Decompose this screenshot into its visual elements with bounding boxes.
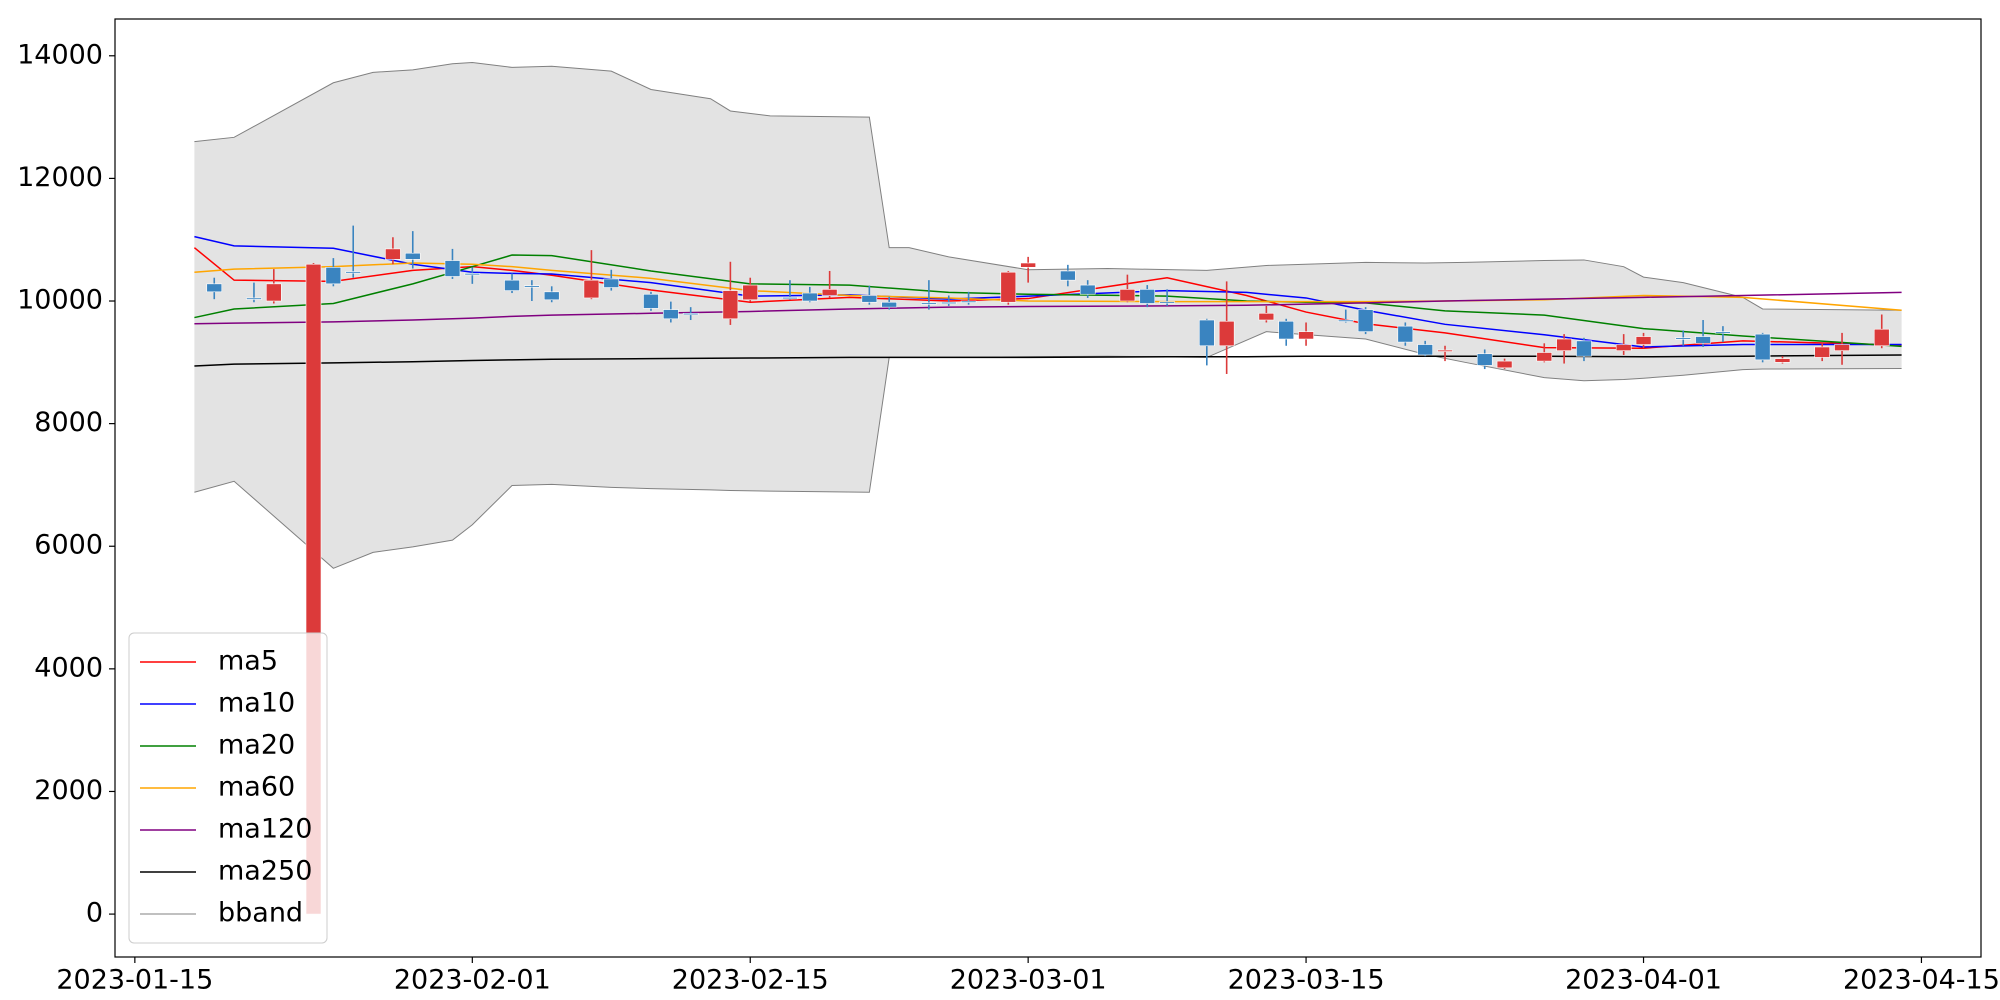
- candle-body: [940, 301, 957, 305]
- band-upper: [194, 62, 1902, 311]
- candle-body: [1139, 289, 1156, 304]
- candle-body: [861, 295, 878, 303]
- candle-body: [1476, 353, 1493, 366]
- candle-body: [325, 266, 342, 285]
- x-tick-label: 2023-04-01: [1565, 965, 1722, 996]
- band-fill: [194, 62, 1902, 569]
- candle-body: [266, 283, 282, 302]
- x-tick-label: 2023-01-15: [56, 965, 213, 996]
- candle-body: [742, 284, 759, 301]
- candle-body: [1873, 328, 1890, 347]
- candle-body: [1119, 289, 1136, 302]
- candle-body: [1000, 271, 1017, 303]
- candle-body: [404, 252, 421, 260]
- y-tick-label: 10000: [17, 285, 103, 316]
- axes-frame: [114, 18, 1982, 958]
- legend-label: ma60: [218, 772, 295, 803]
- candle-body: [1258, 312, 1275, 321]
- candle-body: [1298, 331, 1314, 340]
- candle-body: [1060, 270, 1076, 281]
- candle-body: [1536, 352, 1553, 362]
- y-tick-label: 8000: [34, 407, 103, 438]
- legend: ma5 ma10 ma20 ma60 ma120 ma250 bband: [128, 632, 328, 944]
- y-tick-label: 14000: [17, 39, 103, 70]
- ma-line: [194, 354, 1902, 367]
- legend-box: [128, 632, 328, 944]
- legend-label: ma20: [218, 730, 295, 761]
- candle-body: [722, 290, 739, 320]
- candle-body: [1020, 262, 1036, 268]
- candle-body: [1715, 331, 1731, 334]
- candle-body: [1437, 349, 1453, 352]
- candle-body: [1397, 325, 1414, 343]
- plot-area: [193, 62, 1902, 915]
- y-tick-label: 12000: [17, 162, 103, 193]
- candle-body: [663, 309, 679, 320]
- candle-body: [504, 279, 520, 291]
- legend-label: ma10: [218, 688, 295, 719]
- candle-body: [385, 248, 401, 260]
- candle-body: [1218, 320, 1235, 347]
- legend-label: ma120: [218, 814, 312, 845]
- candle-body: [643, 293, 659, 309]
- x-tick-label: 2023-03-15: [1228, 965, 1385, 996]
- candle-body: [881, 301, 897, 308]
- candle-body: [1079, 284, 1096, 295]
- candle-body: [1576, 340, 1592, 357]
- candle-body: [1814, 346, 1830, 358]
- candle-body: [583, 279, 600, 299]
- candle-body: [206, 283, 223, 293]
- candle-body: [960, 300, 977, 303]
- candle-body: [1357, 309, 1374, 332]
- candle-body: [1417, 344, 1433, 356]
- candle-body: [1199, 319, 1215, 347]
- y-tick-label: 6000: [34, 530, 103, 561]
- x-tick-label: 2023-03-01: [950, 965, 1107, 996]
- candle-body: [524, 285, 540, 288]
- candle-body: [1159, 301, 1175, 304]
- x-tick-label: 2023-04-15: [1843, 965, 2000, 996]
- y-tick-label: 4000: [34, 652, 103, 683]
- legend-label: bband: [218, 898, 303, 929]
- y-tick-label: 2000: [34, 775, 103, 806]
- candle-body: [603, 278, 620, 288]
- candle-body: [782, 297, 798, 300]
- candle-body: [1278, 320, 1295, 340]
- ma-line: [194, 291, 1902, 325]
- candle-body: [444, 260, 461, 277]
- candle-body: [1556, 338, 1572, 351]
- candle-body: [543, 291, 560, 301]
- candle-body: [345, 271, 362, 274]
- candle-body: [682, 312, 699, 316]
- x-tick-label: 2023-02-01: [394, 965, 551, 996]
- candle-body: [921, 302, 937, 305]
- candle-body: [1615, 344, 1632, 351]
- x-tick-label: 2023-02-15: [672, 965, 829, 996]
- y-tick-label: 0: [86, 898, 103, 929]
- candle-body: [246, 297, 262, 300]
- candle-body: [1675, 337, 1692, 340]
- candle-body: [1635, 336, 1652, 345]
- candle-body: [1337, 319, 1354, 322]
- candle-body: [1754, 333, 1771, 361]
- candle-body: [821, 289, 838, 296]
- candle-body: [1496, 360, 1513, 369]
- candle-body: [1695, 336, 1711, 344]
- ma-line: [194, 254, 1902, 348]
- legend-label: ma250: [218, 856, 312, 887]
- candle-body: [464, 273, 481, 276]
- candle-body: [801, 292, 818, 302]
- candle-body: [1774, 358, 1791, 363]
- candle-body: [1834, 344, 1850, 351]
- legend-label: ma5: [218, 646, 278, 677]
